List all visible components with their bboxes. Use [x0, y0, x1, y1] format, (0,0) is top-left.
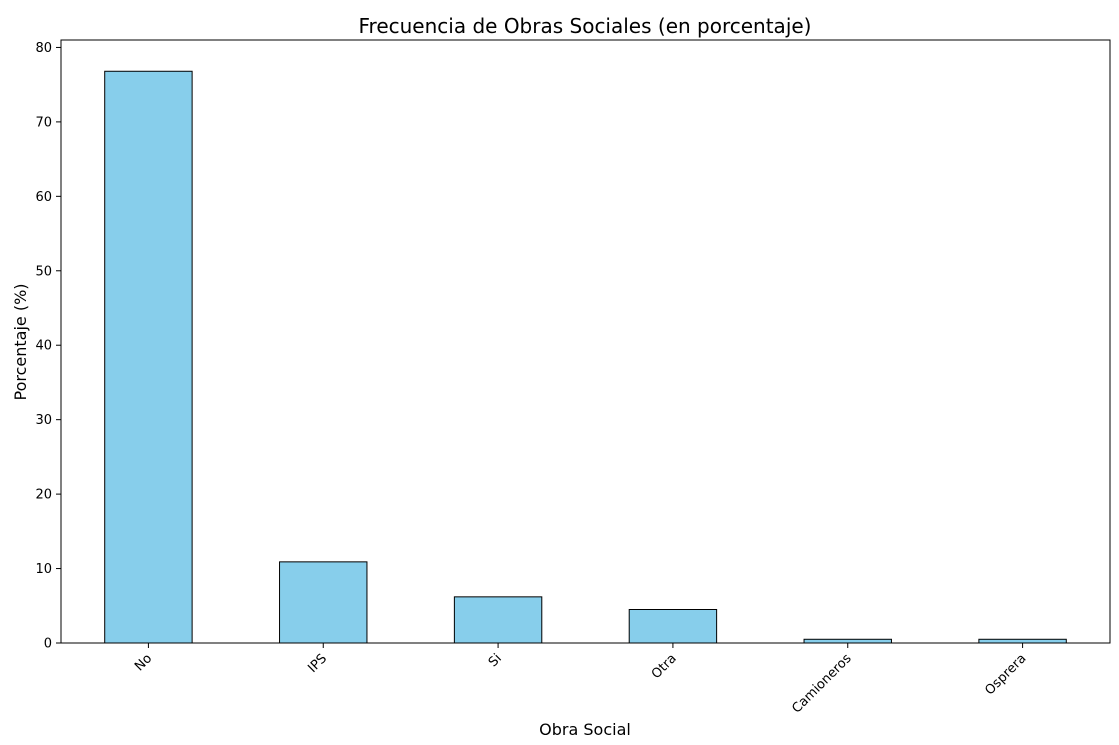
x-tick-label: No — [132, 651, 155, 674]
x-axis-label: Obra Social — [539, 720, 631, 739]
y-tick-label: 10 — [35, 562, 52, 577]
bar-no — [104, 70, 193, 644]
plot-frame — [60, 39, 1111, 644]
x-tick-label: Otra — [649, 651, 680, 682]
bar-otra — [628, 609, 718, 644]
x-tick-label: Camioneros — [789, 651, 854, 716]
x-tick-label: IPS — [305, 651, 330, 676]
bar-camioneros — [803, 638, 892, 644]
y-tick-label: 70 — [35, 115, 52, 130]
y-tick-label: 0 — [44, 637, 52, 652]
x-tick-label: Si — [486, 651, 505, 670]
chart-title: Frecuencia de Obras Sociales (en porcent… — [359, 14, 812, 38]
y-tick-label: 30 — [35, 413, 52, 428]
y-tick-label: 50 — [35, 264, 52, 279]
y-tick-label: 20 — [35, 488, 52, 503]
x-tick-label: Osprera — [982, 651, 1029, 698]
y-axis-label: Porcentaje (%) — [11, 283, 30, 400]
y-tick-label: 60 — [35, 190, 52, 205]
bars-group — [104, 70, 1067, 644]
bar-osprera — [978, 638, 1067, 644]
x-axis: No IPS Si Otra Camioneros Osprera — [132, 643, 1029, 716]
y-tick-label: 80 — [35, 41, 52, 56]
bar-ips — [279, 561, 368, 644]
y-tick-label: 40 — [35, 339, 52, 354]
y-axis: 0 10 20 30 40 50 60 70 80 — [35, 41, 61, 652]
bar-si — [453, 596, 543, 644]
